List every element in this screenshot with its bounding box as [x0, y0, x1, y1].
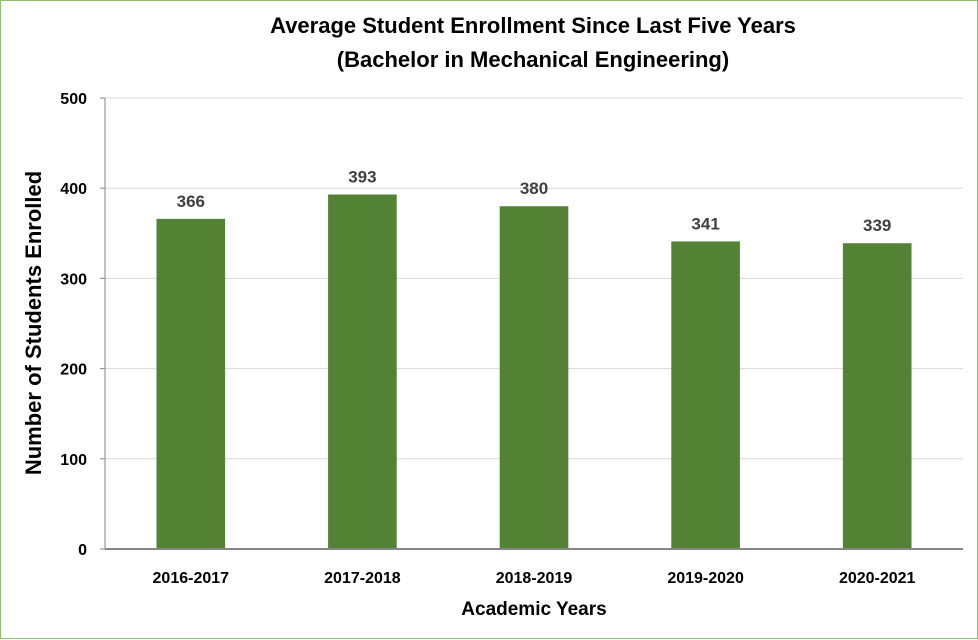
x-tick-label: 2020-2021 — [839, 570, 916, 587]
x-tick-label: 2017-2018 — [324, 570, 401, 587]
y-tick-label: 500 — [60, 91, 87, 108]
data-labels: 366 393 380 341 339 — [177, 168, 892, 236]
data-label: 341 — [691, 214, 719, 233]
bar-2017-2018 — [328, 194, 397, 549]
bar-2016-2017 — [156, 218, 226, 550]
bar-2019-2020 — [671, 241, 740, 549]
x-axis-ticks: 2016-2017 2017-2018 2018-2019 2019-2020 2020… — [153, 570, 916, 587]
y-axis-ticks: 0 100 200 300 400 500 — [60, 91, 106, 559]
data-label: 339 — [863, 216, 891, 235]
chart-subtitle: (Bachelor in Mechanical Engineering) — [337, 47, 729, 72]
bar-2020-2021 — [842, 243, 912, 550]
y-tick-label: 400 — [60, 181, 87, 198]
chart-title: Average Student Enrollment Since Last Fi… — [270, 13, 796, 38]
bars — [156, 194, 912, 550]
y-tick-label: 0 — [78, 542, 87, 559]
data-label: 380 — [520, 179, 548, 198]
x-axis-title: Academic Years — [461, 599, 606, 620]
x-tick-label: 2016-2017 — [153, 570, 230, 587]
y-tick-label: 100 — [60, 452, 87, 469]
y-tick-label: 200 — [60, 362, 87, 379]
y-tick-label: 300 — [60, 271, 87, 288]
x-tick-label: 2019-2020 — [667, 570, 744, 587]
data-label: 366 — [177, 192, 205, 211]
bar-2018-2019 — [499, 206, 569, 550]
x-tick-label: 2018-2019 — [496, 570, 573, 587]
data-label: 393 — [348, 168, 376, 187]
y-axis-title: Number of Students Enrolled — [21, 171, 46, 475]
